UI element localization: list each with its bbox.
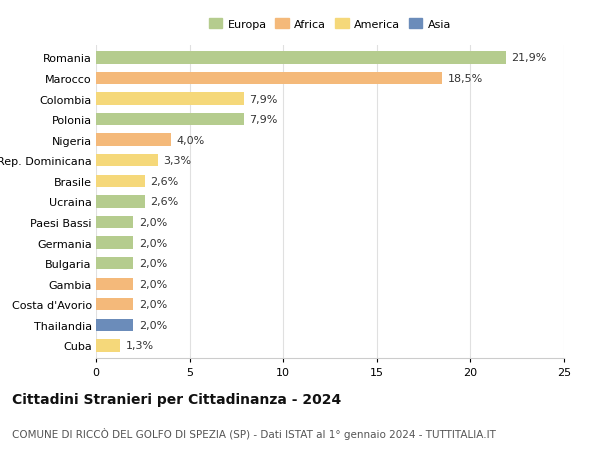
Text: 2,0%: 2,0% bbox=[139, 279, 167, 289]
Bar bbox=[96, 340, 121, 352]
Text: 2,0%: 2,0% bbox=[139, 320, 167, 330]
Bar bbox=[96, 52, 506, 64]
Text: 7,9%: 7,9% bbox=[250, 94, 278, 104]
Text: 21,9%: 21,9% bbox=[512, 53, 547, 63]
Bar bbox=[96, 237, 133, 249]
Text: 2,0%: 2,0% bbox=[139, 300, 167, 310]
Text: Cittadini Stranieri per Cittadinanza - 2024: Cittadini Stranieri per Cittadinanza - 2… bbox=[12, 392, 341, 406]
Bar bbox=[96, 175, 145, 188]
Bar bbox=[96, 278, 133, 290]
Bar bbox=[96, 73, 442, 85]
Bar bbox=[96, 93, 244, 106]
Bar bbox=[96, 319, 133, 331]
Text: 2,0%: 2,0% bbox=[139, 218, 167, 228]
Text: 7,9%: 7,9% bbox=[250, 115, 278, 125]
Bar bbox=[96, 216, 133, 229]
Text: 18,5%: 18,5% bbox=[448, 74, 483, 84]
Bar bbox=[96, 155, 158, 167]
Text: 2,0%: 2,0% bbox=[139, 238, 167, 248]
Bar bbox=[96, 114, 244, 126]
Bar bbox=[96, 196, 145, 208]
Text: 1,3%: 1,3% bbox=[126, 341, 154, 351]
Text: 2,6%: 2,6% bbox=[150, 176, 179, 186]
Text: 3,3%: 3,3% bbox=[163, 156, 191, 166]
Bar bbox=[96, 257, 133, 270]
Text: 4,0%: 4,0% bbox=[176, 135, 205, 146]
Legend: Europa, Africa, America, Asia: Europa, Africa, America, Asia bbox=[204, 15, 456, 34]
Bar bbox=[96, 134, 171, 146]
Text: 2,0%: 2,0% bbox=[139, 258, 167, 269]
Bar bbox=[96, 298, 133, 311]
Text: COMUNE DI RICCÒ DEL GOLFO DI SPEZIA (SP) - Dati ISTAT al 1° gennaio 2024 - TUTTI: COMUNE DI RICCÒ DEL GOLFO DI SPEZIA (SP)… bbox=[12, 427, 496, 439]
Text: 2,6%: 2,6% bbox=[150, 197, 179, 207]
